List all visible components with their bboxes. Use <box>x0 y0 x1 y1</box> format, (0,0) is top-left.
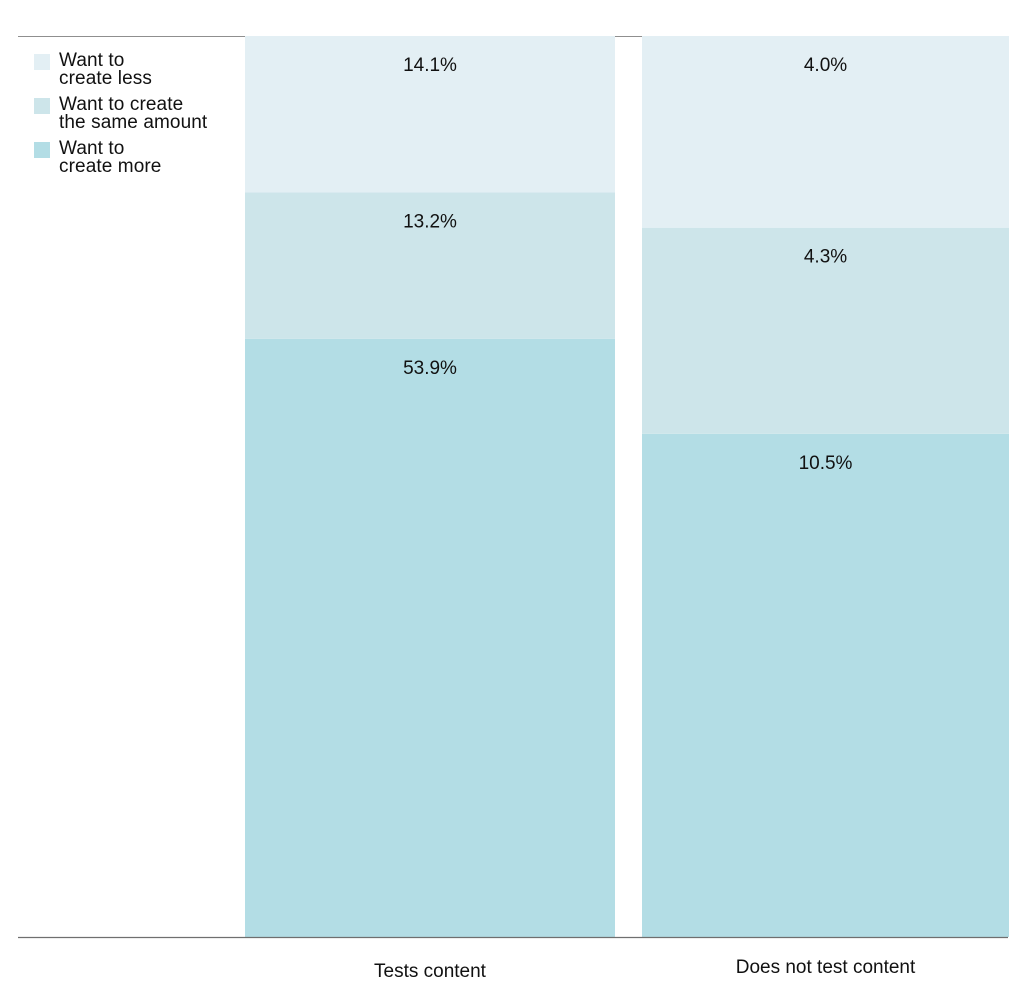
data-label-tests-content-want-to-create-less: 14.1% <box>403 55 457 76</box>
data-label-tests-content-want-to-create-the-same-amount: 13.2% <box>403 211 457 232</box>
bar-tests-content-want-to-create-the-same-amount <box>245 192 615 339</box>
category-label-tests-content: Tests content <box>374 961 487 982</box>
bar-does-not-test-content-want-to-create-less <box>642 36 1009 228</box>
legend-item-create-less: Want to create less <box>34 50 244 89</box>
bar-does-not-test-content-want-to-create-the-same-amount <box>642 227 1009 434</box>
legend: Want to create less Want to create the s… <box>34 50 244 184</box>
legend-item-create-more: Want to create more <box>34 138 244 177</box>
legend-swatch-create-less <box>34 54 50 70</box>
bar-tests-content-want-to-create-less <box>245 36 615 193</box>
legend-label-create-less: Want to create less <box>59 50 152 89</box>
data-label-does-not-test-content-want-to-create-the-same-amount: 4.3% <box>804 247 847 268</box>
legend-swatch-create-same <box>34 98 50 114</box>
category-label-does-not-test-content: Does not test content <box>736 957 916 978</box>
legend-item-create-same: Want to create the same amount <box>34 94 244 133</box>
data-label-tests-content-want-to-create-more: 53.9% <box>403 358 457 379</box>
data-label-does-not-test-content-want-to-create-more: 10.5% <box>799 453 853 474</box>
legend-swatch-create-more <box>34 142 50 158</box>
data-label-does-not-test-content-want-to-create-less: 4.0% <box>804 55 847 76</box>
bar-tests-content-want-to-create-more <box>245 338 615 937</box>
legend-label-create-more: Want to create more <box>59 138 162 177</box>
bar-does-not-test-content-want-to-create-more <box>642 433 1009 937</box>
legend-label-create-same: Want to create the same amount <box>59 94 208 133</box>
